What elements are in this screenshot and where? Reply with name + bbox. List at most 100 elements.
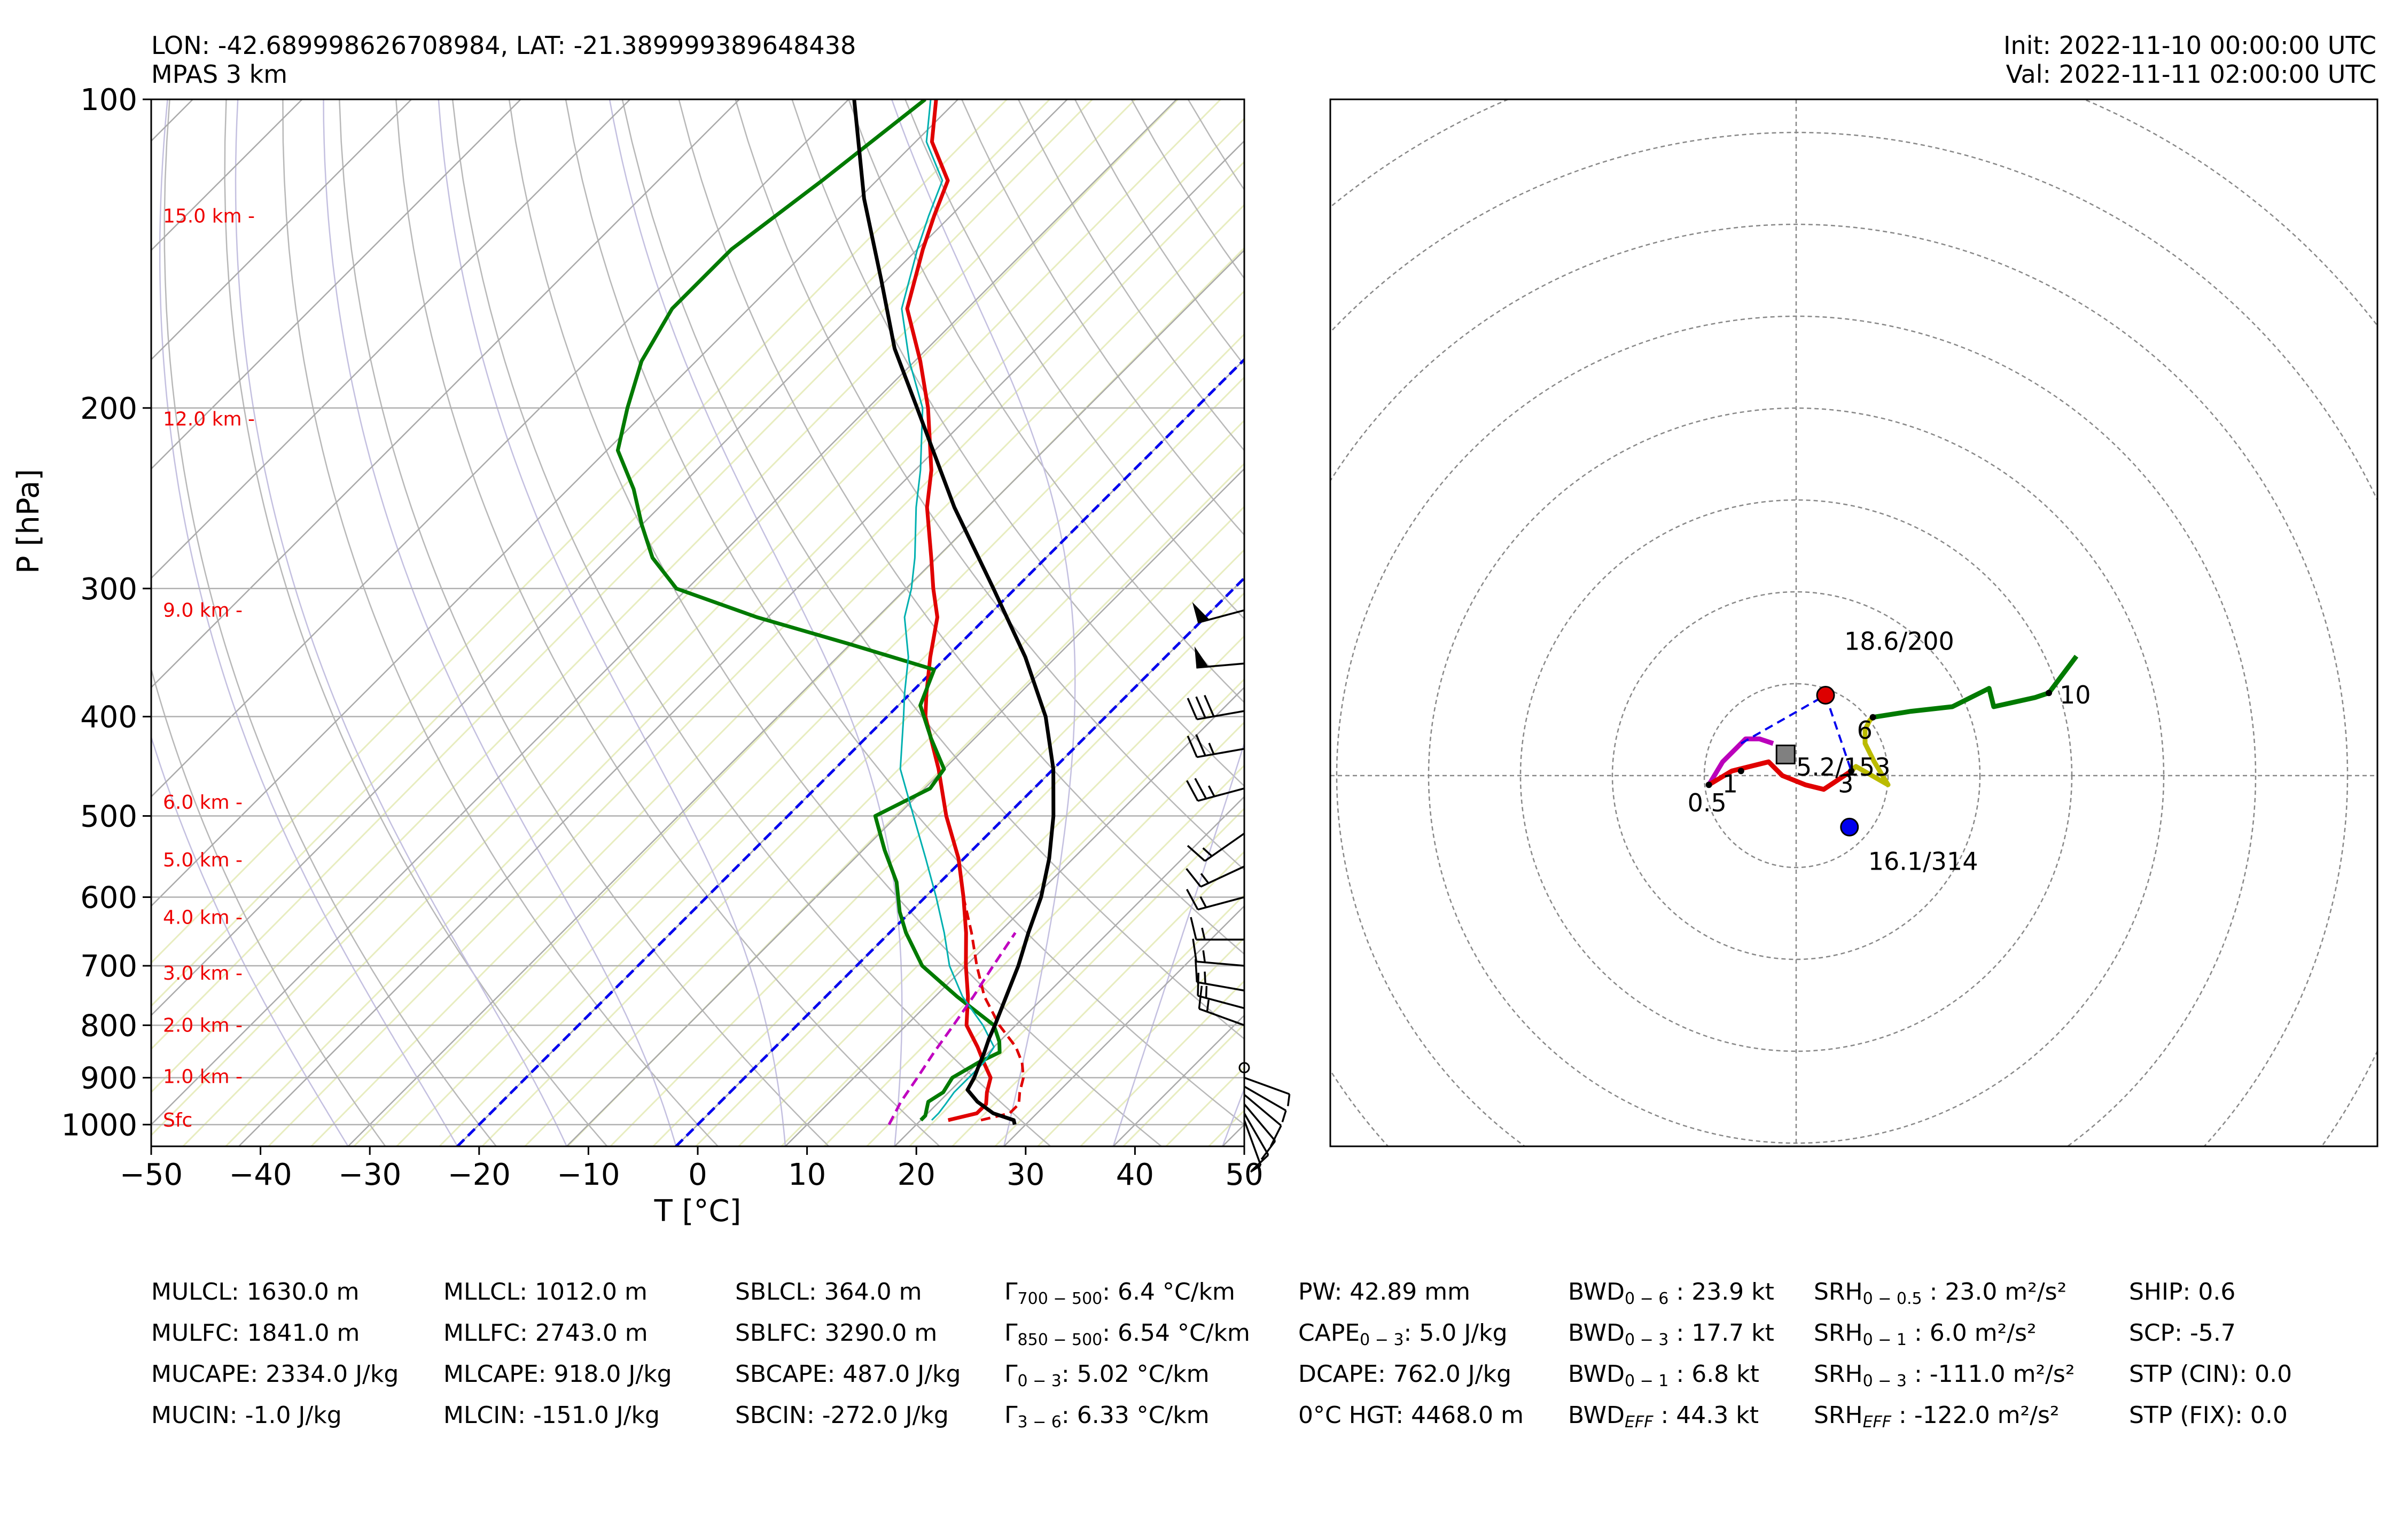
mixing-ratio-line (151, 99, 1051, 1007)
dry-adiabat (1245, 99, 2402, 1146)
mixing-ratio-line (1262, 0, 2402, 1178)
wind-barb-full (1186, 868, 1202, 888)
y-tick-label: 100 (80, 83, 137, 118)
hodo-height-dot (1737, 768, 1744, 775)
profile-virtual-temperature (930, 738, 1025, 1122)
param-col-moisture: PW: 42.89 mm CAPE0 − 3: 5.0 J/kg DCAPE: … (1298, 1271, 1524, 1436)
wind-barb-staff (1197, 981, 1245, 992)
dry-adiabat (339, 99, 830, 1146)
x-tick-label: 10 (788, 1158, 826, 1192)
mixing-ratio-line (823, 721, 1244, 1146)
param-mlcape: MLCAPE: 918.0 J/kg (443, 1361, 672, 1388)
mixing-ratio-line (438, 333, 1244, 1146)
wind-barb-staff (1243, 1103, 1276, 1142)
dry-adiabat (621, 99, 1244, 1040)
wind-barb-half (1199, 896, 1207, 908)
isotherm (347, 249, 1244, 1146)
wind-barb-staff (1243, 1093, 1282, 1127)
mixing-ratio-line (652, 549, 1244, 1146)
hodo-height-label: 3 (1838, 769, 1853, 798)
x-axis-title: T [°C] (654, 1194, 742, 1229)
height-label: 6.0 km - (163, 792, 243, 814)
wind-barb-half (1202, 950, 1206, 963)
mixing-ratio-line (695, 591, 1244, 1146)
wind-barb-full (1195, 959, 1198, 982)
parameters-table: MULCL: 1630.0 m MULFC: 1841.0 m MUCAPE: … (0, 1271, 2402, 1448)
param-srh-0-0.5: SRH0 − 0.5 : 23.0 m²/s² (1814, 1278, 2067, 1308)
param-bwd-0-3: BWD0 − 3 : 17.7 kt (1568, 1319, 1774, 1349)
y-tick-label: 500 (80, 800, 137, 834)
moist-adiabat (1222, 1087, 1244, 1146)
dry-adiabat (224, 99, 608, 1146)
param-ship: SHIP: 0.6 (2129, 1278, 2236, 1306)
location-label: LON: -42.689998626708984, LAT: -21.38999… (151, 31, 856, 60)
wind-barb-full (1187, 698, 1198, 720)
wind-barb-full (1260, 1140, 1276, 1160)
mixing-ratio-line (151, 99, 1179, 1137)
hodograph-rings (1330, 99, 2377, 1146)
hodo-trace-6-10-km (1872, 654, 2079, 720)
skewt-background (0, 0, 2402, 1178)
isotherm (238, 140, 1244, 1146)
mixing-ratio-line (737, 635, 1244, 1146)
param-freezing-height: 0°C HGT: 4468.0 m (1298, 1402, 1524, 1429)
height-label: 5.0 km - (163, 849, 243, 871)
wind-barb-full (1186, 780, 1199, 802)
wind-barb-full (1192, 939, 1198, 962)
freezing-isotherm (456, 357, 1244, 1146)
x-tick-label: 30 (1007, 1158, 1044, 1192)
left-mover-label: 18.6/200 (1844, 627, 1954, 656)
param-srh-0-3: SRH0 − 3 : -111.0 m²/s² (1814, 1361, 2075, 1390)
param-pw: PW: 42.89 mm (1298, 1278, 1470, 1306)
moist-adiabat (438, 99, 786, 1146)
wind-barb-full (1190, 917, 1197, 940)
mixing-ratio-line (481, 376, 1244, 1146)
skewt-axes: −50 −40 −30 −20 −10 0 10 20 30 40 50 100 200 300 400 50… (11, 83, 1264, 1229)
wind-barb-half (1201, 927, 1206, 940)
hodo-trace-3-6-km (1850, 715, 1891, 787)
isotherm (151, 99, 193, 142)
x-tick-label: −20 (448, 1158, 511, 1192)
dry-adiabat (1415, 99, 2402, 1146)
mixing-ratio-line (151, 99, 1008, 964)
param-dcape: DCAPE: 762.0 J/kg (1298, 1361, 1512, 1388)
y-tick-label: 400 (80, 700, 137, 735)
param-sbcin: SBCIN: -272.0 J/kg (735, 1402, 949, 1429)
profile-downdraft-parcel (887, 932, 1017, 1125)
y-tick-label: 1000 (61, 1108, 137, 1143)
hodo-height-dot (1869, 714, 1876, 721)
dry-adiabat (151, 666, 386, 1146)
y-tick-label: 700 (80, 949, 137, 984)
moist-adiabat (1112, 741, 1244, 1146)
mixing-ratio-line (182, 99, 1222, 1146)
hodo-height-label: 6 (1857, 716, 1873, 745)
param-srh-0-1: SRH0 − 1 : 6.0 m²/s² (1814, 1319, 2037, 1349)
height-label: 15.0 km - (163, 206, 255, 228)
param-lapse-700-500: Γ700 − 500: 6.4 °C/km (1004, 1278, 1235, 1308)
wind-barb-flag (1194, 646, 1208, 668)
isotherm (151, 99, 631, 580)
x-tick-label: 40 (1116, 1158, 1154, 1192)
param-cape-0-3: CAPE0 − 3: 5.0 J/kg (1298, 1319, 1508, 1349)
wind-barb-half (1200, 873, 1210, 884)
wind-barb-staff (1243, 1113, 1269, 1156)
isotherm (0, 99, 83, 1146)
dry-adiabat (961, 99, 1244, 536)
dry-adiabat (451, 99, 1051, 1146)
header-left: LON: -42.689998626708984, LAT: -21.38999… (151, 31, 856, 89)
dry-adiabat (678, 99, 1244, 955)
mixing-ratio-line (395, 290, 1244, 1146)
profile-parcel-profile (852, 99, 1056, 1125)
dry-adiabat (1130, 99, 1244, 280)
moist-adiabat (891, 99, 1076, 1146)
param-stp-fix: STP (FIX): 0.0 (2129, 1402, 2288, 1429)
param-lapse-3-6: Γ3 − 6: 6.33 °C/km (1004, 1402, 1210, 1432)
wind-barb-staff (1243, 1120, 1262, 1166)
isotherm (1222, 1123, 1244, 1146)
mixing-ratio-line (310, 204, 1244, 1146)
wind-barb-full (1195, 734, 1206, 756)
moist-adiabat (235, 99, 567, 1146)
dry-adiabat (1074, 99, 1244, 366)
mixing-ratio-line (1391, 0, 2402, 1178)
param-lapse-0-3: Γ0 − 3: 5.02 °C/km (1004, 1361, 1210, 1390)
